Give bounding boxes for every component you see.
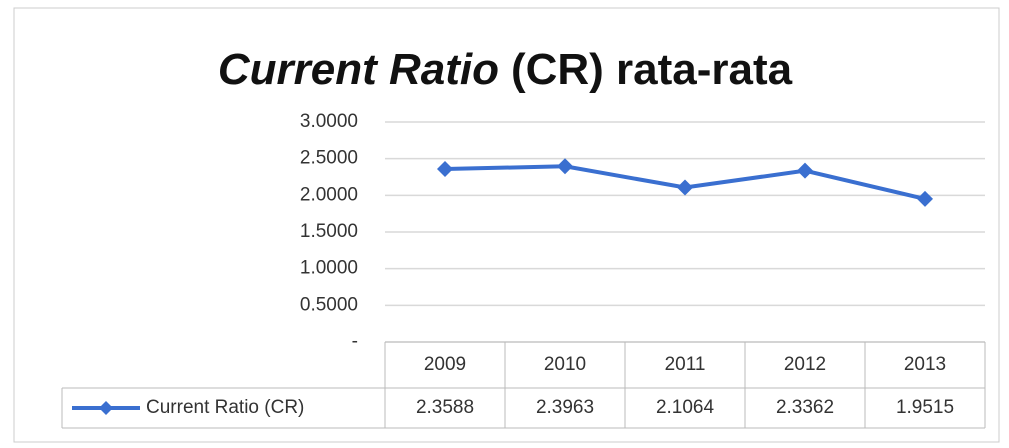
x-tick-label: 2013	[904, 354, 946, 375]
table-value: 2.3362	[776, 397, 834, 418]
x-tick-label: 2009	[424, 354, 466, 375]
y-tick-label: 2.5000	[300, 148, 358, 169]
title-rest: (CR) rata-rata	[511, 45, 793, 94]
table-value: 2.1064	[656, 397, 715, 418]
y-tick-label: -	[352, 331, 358, 352]
point-marker	[677, 179, 693, 196]
point-marker	[557, 158, 573, 175]
table-value: 2.3588	[416, 397, 474, 418]
point-marker	[797, 162, 813, 179]
title-italic: Current Ratio	[218, 45, 499, 94]
legend-marker	[99, 401, 113, 415]
y-tick-label: 1.5000	[300, 221, 358, 242]
x-tick-label: 2012	[784, 354, 826, 375]
table-value: 1.9515	[896, 397, 954, 418]
x-tick-label: 2011	[665, 354, 706, 375]
chart-title: Current Ratio (CR) rata-rata	[218, 45, 793, 94]
table-value: 2.3963	[536, 397, 594, 418]
x-tick-label: 2010	[544, 354, 586, 375]
point-marker	[917, 190, 933, 207]
point-marker	[437, 161, 453, 178]
chart-border	[13, 7, 1000, 443]
y-tick-label: 3.0000	[300, 111, 358, 132]
y-tick-label: 0.5000	[300, 294, 358, 315]
y-tick-label: 2.0000	[300, 184, 358, 205]
legend-label: Current Ratio (CR)	[146, 397, 304, 418]
y-tick-label: 1.0000	[300, 258, 358, 279]
